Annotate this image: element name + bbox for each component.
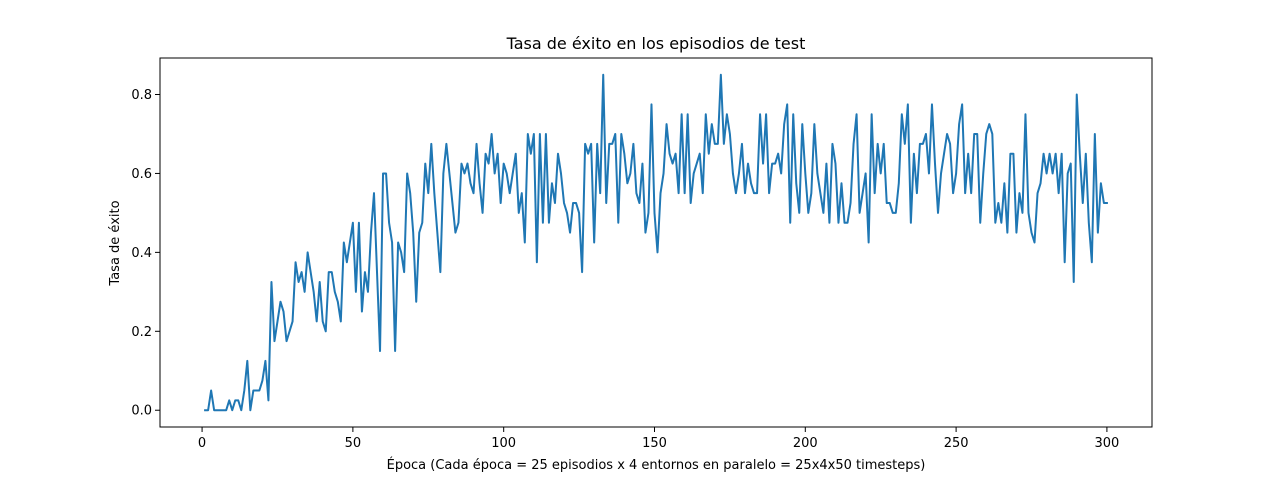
- y-tick-label: 0.6: [131, 167, 152, 182]
- y-tick-label: 0.4: [131, 246, 152, 261]
- series-line-0: [204, 73, 1108, 412]
- x-tick-label: 250: [944, 436, 969, 451]
- x-tick-label: 150: [642, 436, 667, 451]
- x-tick-label: 300: [1094, 436, 1119, 451]
- axes-frame: [159, 57, 1153, 428]
- y-axis-label: Tasa de éxito: [108, 200, 123, 286]
- y-axis-ticks: 0.0 0.2 0.4 0.6 0.8: [131, 88, 160, 419]
- y-tick-label: 0.0: [131, 404, 152, 419]
- chart-title: Tasa de éxito en los episodios de test: [506, 34, 806, 53]
- x-tick-label: 200: [793, 436, 818, 451]
- x-tick-label: 100: [491, 436, 516, 451]
- x-axis-label: Época (Cada época = 25 episodios x 4 ent…: [387, 457, 926, 473]
- x-tick-label: 50: [345, 436, 362, 451]
- x-axis-ticks: 0 50 100 150 200 250 300: [198, 427, 1119, 451]
- y-tick-label: 0.2: [131, 325, 152, 340]
- plot-area: [159, 57, 1153, 428]
- x-tick-label: 0: [198, 436, 206, 451]
- y-tick-label: 0.8: [131, 88, 152, 103]
